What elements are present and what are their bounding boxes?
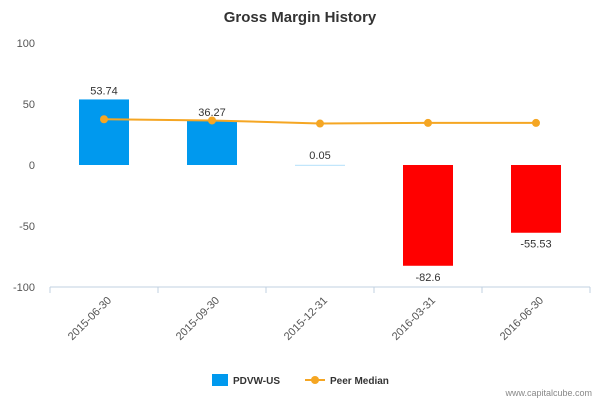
credit-text: www.capitalcube.com	[504, 388, 592, 398]
y-tick-label: -100	[13, 282, 35, 294]
peer-median-point	[100, 115, 108, 124]
chart-title: Gross Margin History	[224, 9, 377, 26]
y-tick-label: 50	[23, 99, 35, 111]
peer-median-point	[424, 118, 432, 127]
legend: PDVW-US Peer Median	[212, 374, 389, 387]
bar-data-label: 0.05	[309, 150, 330, 162]
legend-marker-peer	[311, 376, 319, 384]
y-tick-label: -50	[19, 221, 35, 233]
legend-label-pdvw: PDVW-US	[233, 376, 280, 387]
x-tick-label: 2016-06-30	[498, 295, 546, 343]
y-tick-label: 0	[29, 160, 35, 172]
bar	[403, 165, 453, 266]
bar-data-label: 53.74	[90, 85, 118, 97]
bar	[79, 99, 129, 165]
x-tick-label: 2015-06-30	[66, 295, 114, 343]
bar	[511, 165, 561, 233]
x-tick-label: 2015-12-31	[282, 295, 330, 343]
legend-swatch-pdvw	[212, 374, 228, 386]
peer-median-point	[532, 118, 540, 127]
x-tick-label: 2016-03-31	[390, 295, 438, 343]
y-tick-label: 100	[17, 38, 35, 50]
peer-median-point	[316, 119, 324, 128]
bar-data-label: -55.53	[520, 239, 551, 251]
bar-data-label: 36.27	[198, 107, 226, 119]
plot-area: 100 50 0 -50 -100 2015-06-30 2015-09-30 2015-12…	[13, 38, 591, 343]
x-tick-label: 2015-09-30	[174, 295, 222, 343]
bar-data-label: -82.6	[415, 272, 440, 284]
peer-median-point	[208, 116, 216, 125]
legend-label-peer: Peer Median	[330, 376, 389, 387]
bar	[187, 120, 237, 165]
